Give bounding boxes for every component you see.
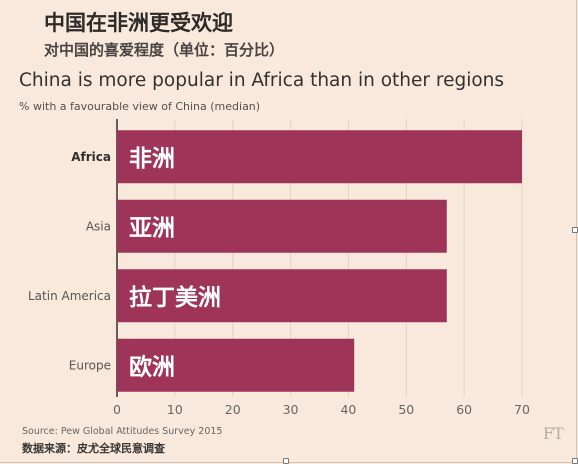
category-labels: Africa Asia Latin America Europe: [28, 150, 111, 373]
category-label: Latin America: [28, 289, 111, 303]
bar-africa: [117, 130, 522, 184]
category-label: Europe: [69, 358, 111, 372]
category-label: Africa: [71, 150, 111, 164]
bar-label: 亚洲: [129, 215, 175, 241]
bar-label: 欧洲: [129, 354, 175, 380]
x-tick-label: 10: [167, 402, 183, 417]
bar-asia: [117, 199, 447, 253]
resize-handle-right: [572, 227, 578, 233]
resize-handle-bottom: [283, 458, 289, 464]
x-axis-ticks: 0 10 20 30 40 50 60 70: [113, 402, 530, 417]
x-tick-label: 30: [283, 402, 299, 417]
chart-subtitle-chinese: 对中国的喜爱程度（单位：百分比）: [44, 41, 285, 59]
chart-title-chinese: 中国在非洲更受欢迎: [44, 11, 233, 35]
source-note: Source: Pew Global Attitudes Survey 2015: [22, 426, 223, 437]
x-tick-label: 50: [398, 402, 414, 417]
resize-handle-corner: [572, 458, 578, 464]
x-tick-label: 70: [514, 402, 530, 417]
x-tick-label: 60: [456, 402, 472, 417]
chart-subtitle: % with a favourable view of China (media…: [19, 100, 261, 113]
x-tick-label: 20: [225, 402, 241, 417]
chart-title: China is more popular in Africa than in …: [19, 70, 505, 91]
bar-europe: [117, 338, 355, 392]
x-tick-label: 0: [113, 402, 121, 417]
bar-label: 非洲: [129, 146, 175, 172]
bar-latin-america: [117, 269, 447, 323]
bar-label: 拉丁美洲: [129, 284, 221, 311]
source-note-chinese: 数据来源：皮尤全球民意调查: [22, 442, 165, 455]
x-tick-label: 40: [340, 402, 356, 417]
ft-logo: FT: [543, 424, 564, 443]
category-label: Asia: [86, 219, 111, 233]
